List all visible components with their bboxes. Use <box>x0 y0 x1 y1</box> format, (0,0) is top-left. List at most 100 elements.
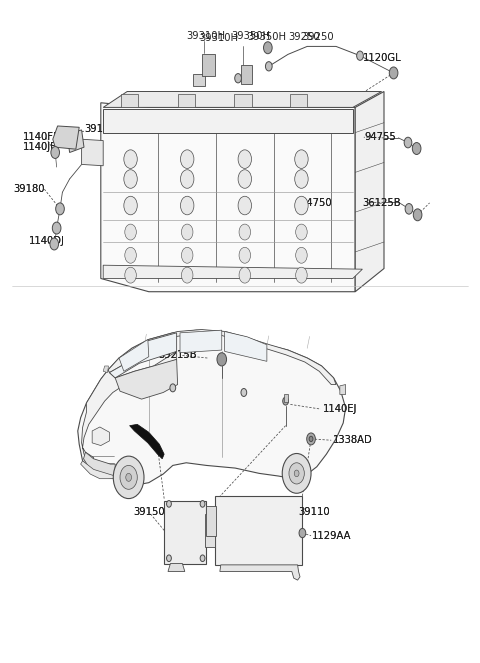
Polygon shape <box>103 109 353 133</box>
Circle shape <box>413 209 422 221</box>
Circle shape <box>239 267 251 283</box>
Circle shape <box>296 224 307 240</box>
Circle shape <box>124 196 137 215</box>
Bar <box>205 514 215 547</box>
Bar <box>202 54 215 76</box>
Text: 1140DJ: 1140DJ <box>29 236 65 247</box>
Polygon shape <box>164 501 206 564</box>
Text: 1120GL: 1120GL <box>362 53 401 64</box>
Text: 39310H: 39310H <box>186 31 225 42</box>
Text: 1140EJ: 1140EJ <box>323 404 357 414</box>
Circle shape <box>239 224 251 240</box>
Polygon shape <box>84 452 115 477</box>
Circle shape <box>294 470 299 477</box>
Polygon shape <box>355 91 384 292</box>
Circle shape <box>167 555 171 562</box>
Polygon shape <box>109 333 177 378</box>
Circle shape <box>125 224 136 240</box>
Text: 1140JF: 1140JF <box>23 141 57 152</box>
Text: 94755: 94755 <box>365 132 396 143</box>
Bar <box>241 65 252 84</box>
Polygon shape <box>103 91 382 107</box>
Circle shape <box>124 150 137 168</box>
Circle shape <box>170 384 176 392</box>
Circle shape <box>52 222 61 234</box>
Circle shape <box>295 170 308 188</box>
Text: 39215B: 39215B <box>158 350 197 361</box>
Text: 1140FB: 1140FB <box>23 132 61 143</box>
Circle shape <box>241 389 247 396</box>
Circle shape <box>238 196 252 215</box>
Text: 94750: 94750 <box>300 198 332 208</box>
Text: 39181A: 39181A <box>84 123 122 134</box>
Text: 39350H: 39350H <box>247 32 286 42</box>
Polygon shape <box>180 330 222 353</box>
Circle shape <box>50 238 59 250</box>
Text: 94755: 94755 <box>365 132 396 143</box>
Bar <box>121 94 138 107</box>
Circle shape <box>235 74 241 83</box>
Text: 1338AD: 1338AD <box>333 435 373 446</box>
Text: 1140JF: 1140JF <box>23 141 57 152</box>
Circle shape <box>357 51 363 60</box>
Text: 39215B: 39215B <box>158 350 197 361</box>
Circle shape <box>282 453 311 493</box>
Text: 1140DJ: 1140DJ <box>29 236 65 247</box>
Circle shape <box>51 147 60 158</box>
Text: 39180: 39180 <box>13 184 45 194</box>
Text: 36125B: 36125B <box>362 198 400 208</box>
Text: 1129AA: 1129AA <box>312 530 351 541</box>
Circle shape <box>264 42 272 54</box>
Bar <box>193 74 205 86</box>
Polygon shape <box>340 385 346 394</box>
Polygon shape <box>67 130 84 152</box>
Text: 36125B: 36125B <box>362 198 400 208</box>
Text: 94750: 94750 <box>300 198 332 208</box>
Circle shape <box>125 247 136 263</box>
Polygon shape <box>82 351 177 461</box>
Polygon shape <box>168 564 185 572</box>
Bar <box>178 94 195 107</box>
Text: 39250: 39250 <box>302 32 334 42</box>
Circle shape <box>120 465 137 489</box>
Circle shape <box>307 433 315 445</box>
Circle shape <box>295 196 308 215</box>
Polygon shape <box>81 461 115 479</box>
Text: 39250: 39250 <box>288 32 320 42</box>
Circle shape <box>125 267 136 283</box>
Text: 39150: 39150 <box>133 507 165 517</box>
Text: 39180: 39180 <box>13 184 45 194</box>
Text: 39181A: 39181A <box>84 123 122 134</box>
Circle shape <box>239 247 251 263</box>
Polygon shape <box>53 126 79 149</box>
Bar <box>284 394 288 402</box>
Circle shape <box>167 501 171 507</box>
Circle shape <box>412 143 421 154</box>
Circle shape <box>200 501 205 507</box>
Circle shape <box>296 247 307 263</box>
Polygon shape <box>103 366 108 373</box>
Circle shape <box>404 137 412 148</box>
Polygon shape <box>220 565 300 580</box>
Circle shape <box>389 67 398 79</box>
Polygon shape <box>225 332 267 361</box>
Circle shape <box>200 555 205 562</box>
Circle shape <box>181 267 193 283</box>
Polygon shape <box>101 103 355 292</box>
Circle shape <box>113 456 144 499</box>
Circle shape <box>238 150 252 168</box>
Polygon shape <box>103 265 362 278</box>
Polygon shape <box>92 427 109 446</box>
Circle shape <box>299 528 306 538</box>
Polygon shape <box>108 330 336 385</box>
Polygon shape <box>82 139 103 166</box>
Polygon shape <box>78 330 346 485</box>
Polygon shape <box>130 424 164 459</box>
Bar <box>290 94 307 107</box>
Circle shape <box>180 170 194 188</box>
Circle shape <box>283 397 288 405</box>
Bar <box>206 506 216 536</box>
Text: 1129AA: 1129AA <box>312 530 351 541</box>
Circle shape <box>296 267 307 283</box>
Circle shape <box>126 473 132 481</box>
